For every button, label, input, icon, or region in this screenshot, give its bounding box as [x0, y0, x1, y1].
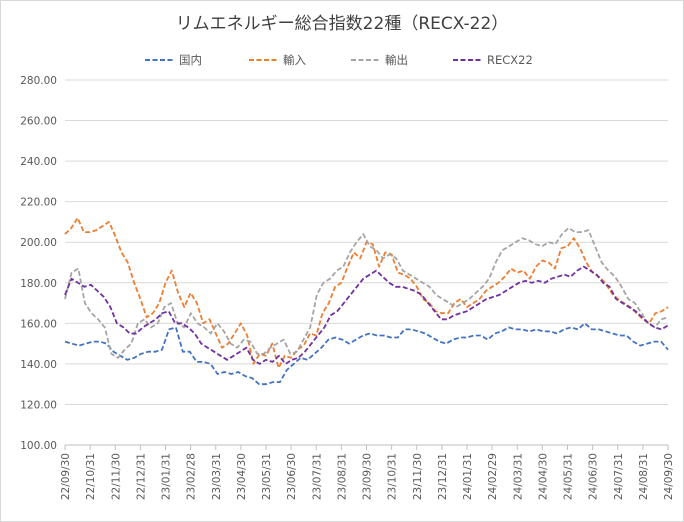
chart-title: リムエネルギー総合指数22種（RECX-22） [176, 14, 509, 34]
y-tick-label: 220.00 [20, 197, 57, 209]
x-tick-label: 23/08/31 [336, 453, 348, 500]
x-tick-label: 24/01/31 [462, 453, 474, 500]
x-tick-label: 23/02/28 [186, 453, 198, 500]
x-tick-label: 22/09/30 [60, 453, 72, 500]
x-tick-label: 24/08/31 [638, 453, 650, 500]
x-tick-label: 22/10/31 [85, 453, 97, 500]
x-tick-label: 23/05/31 [261, 453, 273, 500]
legend-label: 輸入 [283, 53, 306, 67]
x-tick-label: 24/02/29 [487, 453, 499, 500]
y-tick-label: 160.00 [20, 318, 57, 330]
x-tick-label: 22/12/31 [135, 453, 147, 500]
legend-label: 輸出 [385, 53, 408, 67]
x-tick-label: 23/10/31 [387, 453, 399, 500]
x-tick-label: 23/07/31 [311, 453, 323, 500]
legend-label: RECX22 [487, 53, 533, 67]
x-tick-label: 22/11/30 [110, 453, 122, 500]
x-tick-label: 23/03/31 [211, 453, 223, 500]
y-tick-label: 260.00 [20, 116, 57, 128]
x-tick-label: 23/09/30 [362, 453, 374, 500]
x-tick-label: 24/07/31 [613, 453, 625, 500]
legend-label: 国内 [179, 53, 202, 67]
x-tick-label: 23/06/30 [286, 453, 298, 500]
x-tick-label: 24/06/30 [588, 453, 600, 500]
x-tick-label: 24/09/30 [663, 453, 675, 500]
y-tick-label: 240.00 [20, 156, 57, 168]
series-line-3 [64, 265, 669, 365]
y-tick-label: 200.00 [20, 237, 57, 249]
x-tick-label: 23/01/31 [161, 453, 173, 500]
series-line-1 [64, 216, 669, 369]
y-tick-label: 140.00 [20, 359, 57, 371]
series-line-2 [64, 227, 669, 359]
legend: 国内 輸入 輸出 RECX22 [145, 53, 533, 67]
y-tick-label: 120.00 [20, 399, 57, 411]
x-tick-label: 24/03/31 [512, 453, 524, 500]
gridlines [65, 79, 668, 446]
x-tick-label: 23/12/31 [437, 453, 449, 500]
y-tick-label: 280.00 [20, 75, 57, 87]
y-tick-label: 180.00 [20, 278, 57, 290]
series-line-0 [64, 322, 669, 386]
x-tick-label: 23/11/30 [412, 453, 424, 500]
y-tick-label: 100.00 [20, 440, 57, 452]
y-axis: 100.00 120.00 140.00 160.00 180.00 200.00 220.… [20, 75, 57, 452]
x-tick-label: 24/04/30 [537, 453, 549, 500]
x-tick-label: 23/04/30 [236, 453, 248, 500]
plot-area [64, 216, 669, 386]
x-axis: 22/09/30 22/10/31 22/11/30 22/12/31 23/01/31… [60, 444, 675, 500]
x-tick-label: 24/05/31 [563, 453, 575, 500]
